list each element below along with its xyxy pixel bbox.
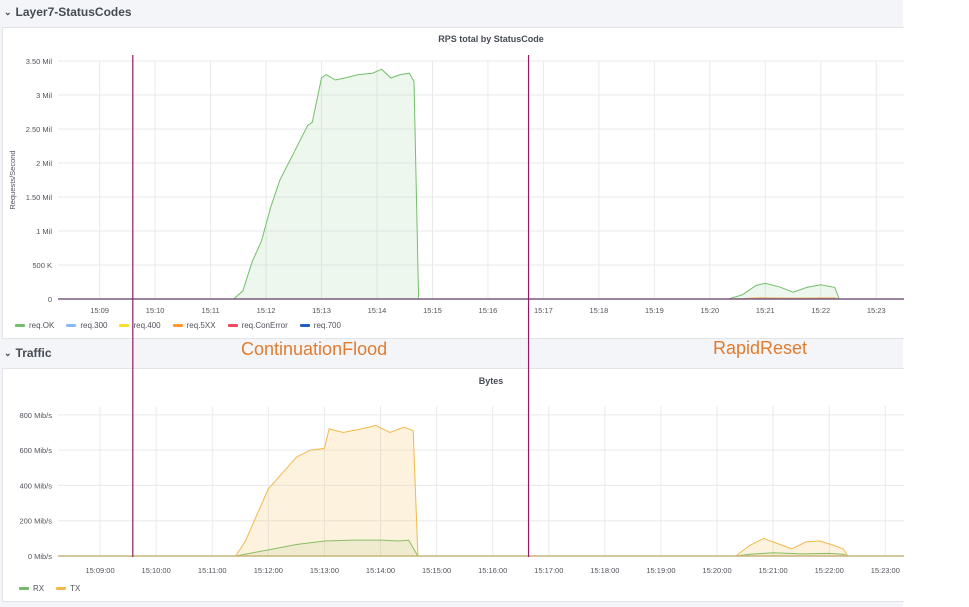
legend-swatch bbox=[172, 324, 183, 327]
legend-label: req.5XX bbox=[186, 321, 216, 330]
chevron-down-icon: ⌄ bbox=[4, 6, 12, 17]
legend-swatch bbox=[66, 324, 77, 327]
legend-swatch bbox=[119, 324, 130, 327]
x-tick-label: 15:17 bbox=[534, 306, 553, 315]
y-tick-label: 500 K bbox=[32, 261, 52, 270]
y-tick-label: 3.50 Mil bbox=[26, 57, 53, 66]
legend-label: req.OK bbox=[29, 321, 55, 330]
dashboard: ⌄ Layer7-StatusCodes RPS total by Status… bbox=[0, 0, 904, 607]
legend-item-RX[interactable]: RX bbox=[19, 584, 44, 593]
x-tick-label: 15:16:00 bbox=[478, 566, 507, 575]
legend-item-req.OK[interactable]: req.OK bbox=[15, 321, 54, 330]
series-area-req.OK-second-burst bbox=[728, 283, 840, 299]
x-tick-label: 15:15 bbox=[423, 306, 442, 315]
x-tick-label: 15:15:00 bbox=[422, 566, 451, 575]
legend-label: req.ConError bbox=[241, 321, 288, 330]
y-axis-label: Requests/Second bbox=[8, 150, 17, 209]
legend-swatch bbox=[19, 587, 29, 590]
panel-rps-by-statuscode[interactable]: RPS total by StatusCode Requests/Second 0 5… bbox=[2, 27, 904, 339]
series-area-RX bbox=[58, 540, 904, 556]
legend-item-req.700[interactable]: req.700 bbox=[299, 321, 341, 330]
x-tick-label: 15:10 bbox=[146, 306, 165, 315]
x-tick-label: 15:13:00 bbox=[310, 566, 339, 575]
y-tick-label: 400 Mib/s bbox=[19, 481, 52, 490]
legend-item-req.300[interactable]: req.300 bbox=[66, 321, 107, 330]
x-tick-label: 15:16 bbox=[479, 306, 498, 315]
annotation-continuationflood: ContinuationFlood bbox=[241, 339, 388, 359]
legend-swatch bbox=[56, 587, 67, 590]
series-area-TX bbox=[58, 425, 904, 556]
x-tick-label: 15:20 bbox=[700, 306, 719, 315]
x-tick-label: 15:09:00 bbox=[85, 566, 114, 575]
row-title: Layer7-StatusCodes bbox=[15, 5, 132, 19]
x-tick-label: 15:11:00 bbox=[198, 566, 227, 575]
y-tick-label: 0 Mib/s bbox=[28, 552, 52, 561]
x-tick-label: 15:19 bbox=[645, 306, 664, 315]
legend-item-req.400[interactable]: req.400 bbox=[119, 321, 161, 330]
x-tick-label: 15:19:00 bbox=[646, 566, 675, 575]
legend-swatch bbox=[227, 324, 238, 327]
x-tick-label: 15:12 bbox=[257, 306, 276, 315]
y-tick-label: 2 Mil bbox=[36, 159, 52, 168]
x-tick-label: 15:18:00 bbox=[590, 566, 619, 575]
legend-item-req.5XX[interactable]: req.5XX bbox=[172, 321, 216, 330]
y-tick-label: 3 Mil bbox=[36, 91, 52, 100]
y-tick-label: 2.50 Mil bbox=[26, 125, 53, 134]
legend-label: TX bbox=[70, 584, 81, 593]
x-tick-label: 15:21 bbox=[756, 306, 775, 315]
row-header-traffic[interactable]: ⌄ Traffic bbox=[0, 341, 52, 365]
legend-swatch bbox=[15, 324, 25, 327]
y-tick-label: 1.50 Mil bbox=[26, 193, 53, 202]
legend-label: req.300 bbox=[80, 321, 108, 330]
legend-label: req.400 bbox=[133, 321, 161, 330]
x-tick-label: 15:22 bbox=[811, 306, 830, 315]
legend-label: req.700 bbox=[313, 321, 341, 330]
row-header-layer7[interactable]: ⌄ Layer7-StatusCodes bbox=[0, 0, 132, 24]
x-tick-label: 15:21:00 bbox=[759, 566, 788, 575]
annotation-rapidreset: RapidReset bbox=[713, 338, 808, 358]
y-tick-label: 200 Mib/s bbox=[19, 517, 52, 526]
legend-label: RX bbox=[33, 584, 45, 593]
legend-item-TX[interactable]: TX bbox=[56, 584, 80, 593]
series-line-req.OK bbox=[58, 68, 904, 300]
legend-swatch bbox=[299, 324, 310, 327]
chart-title: RPS total by StatusCode bbox=[438, 34, 544, 44]
x-tick-label: 15:13 bbox=[312, 306, 331, 315]
chart-title: Bytes bbox=[479, 376, 504, 386]
y-tick-label: 0 bbox=[48, 295, 52, 304]
x-tick-label: 15:23:00 bbox=[871, 566, 900, 575]
x-tick-label: 15:22:00 bbox=[815, 566, 844, 575]
chart-bytes: Bytes 0 Mib/s 200 Mib/s 400 Mib/s 600 Mib/s 8… bbox=[19, 376, 904, 575]
x-tick-label: 15:18 bbox=[589, 306, 608, 315]
series-line-TX bbox=[58, 424, 904, 557]
x-tick-label: 15:20:00 bbox=[702, 566, 731, 575]
panel-bytes[interactable]: Bytes 0 Mib/s 200 Mib/s 400 Mib/s 600 Mib/s 8… bbox=[2, 368, 904, 602]
x-tick-label: 15:17:00 bbox=[534, 566, 563, 575]
x-tick-label: 15:14 bbox=[368, 306, 387, 315]
legend-bytes: RX TX bbox=[19, 584, 80, 593]
x-tick-label: 15:10:00 bbox=[142, 566, 171, 575]
chevron-down-icon: ⌄ bbox=[4, 347, 12, 358]
y-tick-label: 800 Mib/s bbox=[19, 411, 52, 420]
y-tick-label: 600 Mib/s bbox=[19, 446, 52, 455]
legend-rps: req.OK req.300 req.400 req.5XX req.ConError r… bbox=[15, 321, 341, 330]
row-title: Traffic bbox=[15, 346, 52, 360]
series-line-req.OK-second-burst bbox=[728, 282, 840, 300]
legend-item-req.ConError[interactable]: req.ConError bbox=[227, 321, 288, 330]
x-tick-label: 15:12:00 bbox=[254, 566, 283, 575]
series-area-req.OK bbox=[58, 69, 904, 299]
x-tick-label: 15:14:00 bbox=[366, 566, 395, 575]
y-tick-label: 1 Mil bbox=[36, 227, 52, 236]
x-tick-label: 15:09 bbox=[90, 306, 109, 315]
x-tick-label: 15:11 bbox=[201, 306, 219, 315]
x-tick-label: 15:23 bbox=[867, 306, 886, 315]
chart-rps-by-statuscode: RPS total by StatusCode Requests/Second 0 5… bbox=[8, 34, 904, 315]
series-line-RX bbox=[58, 539, 904, 557]
